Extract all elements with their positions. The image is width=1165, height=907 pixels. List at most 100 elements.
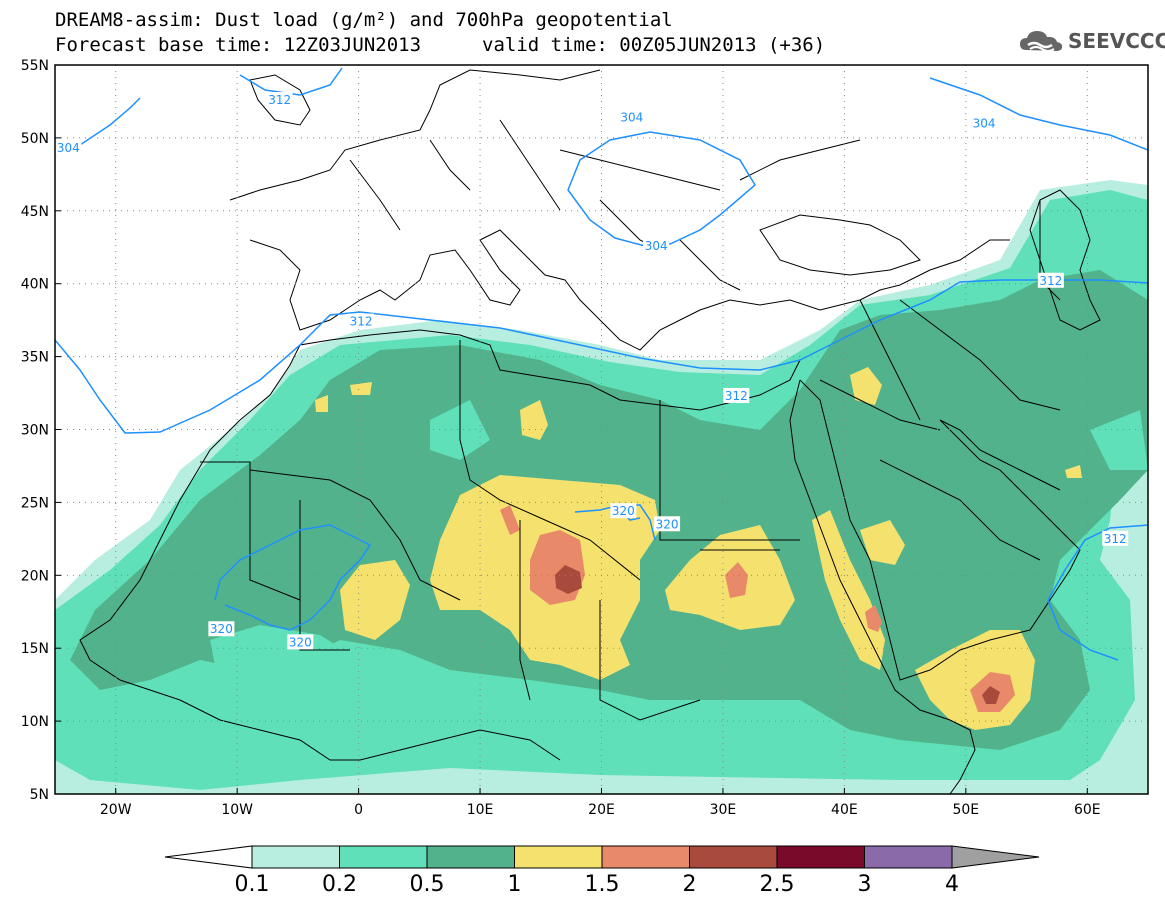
colorbar-segment bbox=[426, 845, 515, 869]
red-sea-west bbox=[789, 379, 976, 794]
dust-region-1.5 bbox=[865, 605, 882, 632]
lat-tick-label: 45N bbox=[21, 204, 49, 220]
contour-label: 312 bbox=[348, 313, 375, 329]
contour-label-text: 320 bbox=[210, 622, 233, 636]
contour-label: 304 bbox=[643, 237, 670, 253]
contour-304-central bbox=[567, 131, 756, 247]
arabia-coast bbox=[799, 379, 1081, 681]
colorbar: 0.1 0.2 0.5 1 1.5 2 2.5 3 4 bbox=[164, 845, 1040, 897]
lon-tick-label: 20W bbox=[100, 802, 132, 818]
black-sea bbox=[759, 214, 921, 276]
contour-label-bg bbox=[287, 634, 314, 650]
contour-label: 320 bbox=[287, 634, 314, 650]
dust-region-1 bbox=[850, 367, 882, 405]
contour-label-bg bbox=[266, 91, 293, 107]
coastlines bbox=[79, 69, 1101, 794]
lon-tick-label: 0 bbox=[354, 802, 363, 818]
lat-tick-label: 55N bbox=[21, 58, 49, 74]
contour-label-bg bbox=[1037, 272, 1064, 288]
uk-coast bbox=[249, 74, 311, 126]
contour-labels: 312 304 304 304 304 312 312 312 312 320 320 320 320 bbox=[55, 91, 1129, 650]
dust-region-2 bbox=[555, 565, 582, 594]
contour-label-text: 312 bbox=[1104, 532, 1127, 546]
contour-label-text: 312 bbox=[1039, 274, 1062, 288]
contour-320-west bbox=[214, 524, 372, 631]
valid-time: valid time: 00Z05JUN2013 (+36) bbox=[482, 34, 826, 56]
colorbar-segment bbox=[339, 845, 428, 869]
lon-tick-label: 20E bbox=[588, 802, 615, 818]
lon-tick-label: 60E bbox=[1074, 802, 1101, 818]
colorbar-level-label: 0.5 bbox=[410, 872, 445, 897]
dust-region-1 bbox=[315, 395, 328, 412]
lat-tick-label: 10N bbox=[21, 714, 49, 730]
lat-tick-label: 5N bbox=[30, 787, 49, 803]
lon-tick-label: 50E bbox=[952, 802, 979, 818]
dust-region-1 bbox=[860, 520, 905, 565]
colorbar-segment bbox=[776, 845, 865, 869]
contour-label: 320 bbox=[654, 516, 681, 532]
contour-label-bg bbox=[610, 503, 637, 519]
dust-shading bbox=[55, 180, 1148, 794]
colorbar-level-label: 0.1 bbox=[235, 872, 270, 897]
contour-312-north bbox=[239, 67, 343, 96]
dust-region-0.2-patch bbox=[210, 625, 360, 705]
dust-region-0.2-patch bbox=[1090, 410, 1148, 470]
contour-label-bg bbox=[618, 109, 645, 125]
colorbar-segment bbox=[601, 845, 690, 869]
lat-tick-label: 50N bbox=[21, 131, 49, 147]
dust-region-1 bbox=[350, 382, 372, 395]
dust-region-1.5 bbox=[500, 505, 520, 535]
colorbar-segment bbox=[689, 845, 778, 869]
contour-label-bg bbox=[1102, 530, 1129, 546]
europe-north-coast bbox=[229, 69, 601, 201]
seevccc-logo: SEEVCCC bbox=[1018, 26, 1165, 56]
contour-label-text: 304 bbox=[620, 110, 643, 124]
contour-label: 304 bbox=[971, 115, 998, 131]
dust-region-2 bbox=[982, 686, 1000, 704]
dust-region-1.5 bbox=[725, 562, 748, 598]
contour-label-text: 304 bbox=[57, 141, 80, 155]
africa-west-coast bbox=[79, 419, 561, 761]
lat-tick-label: 20N bbox=[21, 568, 49, 584]
colorbar-segment bbox=[251, 845, 340, 869]
dust-region-0.2-patch bbox=[700, 705, 830, 770]
contour-304-east bbox=[929, 77, 1148, 151]
contour-label-bg bbox=[971, 115, 998, 131]
contour-label-bg bbox=[55, 140, 82, 156]
lon-tick-label: 30E bbox=[710, 802, 737, 818]
logo-text: SEEVCCC bbox=[1068, 29, 1165, 53]
contour-label-bg bbox=[348, 313, 375, 329]
colorbar-level-label: 3 bbox=[858, 872, 872, 897]
contour-label: 320 bbox=[208, 621, 235, 637]
contour-312-south bbox=[55, 279, 1148, 434]
forecast-base-time: Forecast base time: 12Z03JUN2013 bbox=[55, 34, 422, 56]
contour-label-text: 320 bbox=[612, 504, 635, 518]
dust-region-1 bbox=[1065, 465, 1082, 478]
colorbar-level-label: 2.5 bbox=[760, 872, 795, 897]
contour-312-southeast bbox=[1047, 524, 1148, 661]
colorbar-level-label: 4 bbox=[945, 872, 959, 897]
colorbar-level-label: 1 bbox=[508, 872, 522, 897]
lat-tick-label: 40N bbox=[21, 277, 49, 293]
colorbar-level-label: 1.5 bbox=[585, 872, 620, 897]
europe-coast bbox=[249, 229, 1010, 351]
dust-region-1 bbox=[340, 560, 410, 640]
lon-tick-label: 10W bbox=[221, 802, 253, 818]
colorbar-level-label: 2 bbox=[683, 872, 697, 897]
contour-label-text: 320 bbox=[289, 635, 312, 649]
gulf-coast bbox=[939, 419, 1061, 491]
longitude-axis: 20W 10W 0 10E 20E 30E 40E 50E 60E bbox=[100, 788, 1101, 818]
borders-europe bbox=[349, 119, 861, 291]
contour-label-bg bbox=[208, 621, 235, 637]
lat-tick-label: 25N bbox=[21, 495, 49, 511]
lat-tick-label: 30N bbox=[21, 423, 49, 439]
contour-label-text: 312 bbox=[350, 315, 373, 329]
contour-label: 312 bbox=[1102, 530, 1129, 546]
borders-middle-east bbox=[819, 200, 1061, 561]
colorbar-segment bbox=[864, 845, 953, 869]
dust-region-1.5 bbox=[530, 530, 585, 605]
contour-label-bg bbox=[654, 516, 681, 532]
map-gridlines bbox=[55, 65, 1148, 794]
colorbar-segment bbox=[514, 845, 603, 869]
